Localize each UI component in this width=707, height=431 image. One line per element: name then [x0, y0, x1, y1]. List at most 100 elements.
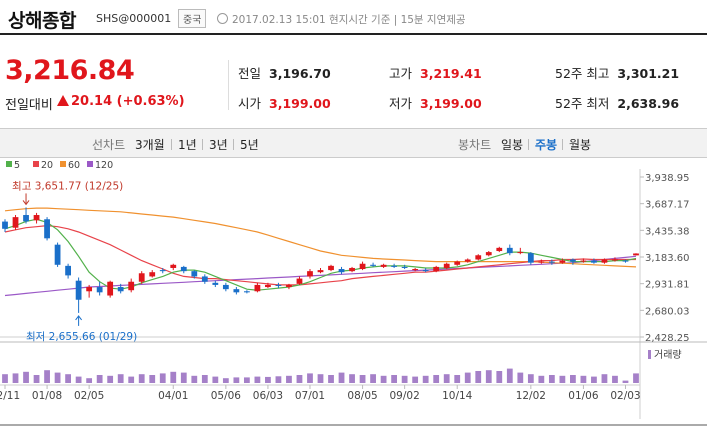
volume-bar	[149, 375, 156, 383]
candle-body	[359, 263, 366, 270]
volume-bar	[349, 374, 355, 383]
stat-divider	[228, 60, 229, 110]
volume-bar	[170, 371, 177, 383]
candle-body	[559, 260, 566, 263]
candle-body	[275, 284, 282, 286]
candle-body	[433, 266, 440, 272]
stat-label: 고가	[389, 66, 413, 81]
daily-candle-button[interactable]: 일봉	[501, 138, 524, 152]
change-value: 20.14 (+0.63%)	[57, 94, 185, 109]
candle-body	[286, 284, 292, 288]
x-tick-label: 05/06	[211, 390, 242, 402]
volume-bar	[443, 374, 450, 383]
candle-body	[317, 270, 324, 273]
ma5-line	[4, 218, 637, 291]
x-tick-label: 01/06	[568, 390, 599, 402]
weekly-candle-button[interactable]: 주봉	[535, 138, 558, 152]
candle-body	[580, 260, 587, 262]
toolbar-divider	[528, 139, 529, 150]
period-1y-button[interactable]: 1년	[178, 138, 197, 152]
volume-bar	[454, 375, 461, 383]
volume-bar	[496, 371, 503, 383]
chart-toolbar: 선차트 3개월 1년 3년 5년 봉차트 일봉 주봉 월봉	[0, 128, 707, 158]
ma60-line	[4, 207, 637, 268]
candle-body	[412, 269, 419, 271]
volume-bar	[580, 375, 587, 383]
stat-label: 52주 최고	[555, 66, 610, 81]
volume-bar	[222, 378, 229, 383]
stat-label: 전일	[238, 66, 262, 81]
volume-bar	[464, 372, 471, 383]
volume-bar	[128, 376, 135, 383]
volume-bar	[380, 375, 387, 383]
candle-body	[44, 219, 50, 239]
stat-52w-low: 52주 최저 2,638.96	[555, 93, 679, 112]
volume-bar	[54, 372, 61, 383]
candle-chart-label: 봉차트	[458, 138, 492, 152]
candle-body	[159, 270, 166, 272]
volume-bar	[12, 373, 19, 383]
candle-body	[222, 284, 229, 290]
candle-body	[443, 263, 450, 268]
candle-body	[601, 259, 608, 263]
price-tick-label: 2,428.25	[645, 333, 690, 344]
candle-body	[527, 253, 534, 263]
volume-bar	[401, 375, 408, 383]
x-tick-label: 10/14	[442, 390, 473, 402]
stat-value: 3,199.00	[269, 96, 331, 111]
candle-body	[454, 261, 461, 265]
candle-body	[243, 291, 250, 293]
price-tick-label: 3,687.17	[645, 200, 690, 211]
volume-bar	[359, 375, 366, 383]
candle-body	[75, 280, 82, 300]
volume-bar	[233, 377, 240, 383]
candle-body	[506, 247, 513, 254]
volume-label: 거래량	[654, 349, 682, 361]
x-tick-label: 07/01	[295, 390, 325, 402]
period-3y-button[interactable]: 3년	[209, 138, 228, 152]
volume-bar	[485, 370, 492, 383]
legend-swatch	[6, 161, 12, 167]
period-5y-button[interactable]: 5년	[240, 138, 259, 152]
volume-bar	[307, 373, 313, 383]
volume-bar	[191, 375, 198, 383]
candle-body	[422, 270, 429, 272]
volume-bar	[622, 380, 629, 383]
stat-low: 저가 3,199.00	[389, 93, 482, 112]
volume-bar	[265, 376, 271, 383]
low-arrow-icon	[75, 315, 83, 321]
volume-bar	[338, 372, 345, 383]
high-arrow-icon	[22, 200, 30, 206]
period-3m-button[interactable]: 3개월	[135, 138, 165, 152]
candle-body	[65, 265, 71, 276]
monthly-candle-button[interactable]: 월봉	[569, 138, 592, 152]
candle-body	[201, 276, 208, 282]
stat-label: 시가	[238, 96, 262, 111]
candle-body	[475, 255, 482, 260]
legend-label: 5	[14, 160, 20, 171]
volume-bar	[33, 375, 40, 383]
volume-bar	[559, 375, 566, 383]
x-tick-label: 12/11	[0, 390, 20, 402]
volume-bar	[243, 377, 250, 383]
volume-bar	[254, 376, 261, 383]
volume-bar	[570, 375, 576, 383]
stat-label: 저가	[389, 96, 413, 111]
volume-bar	[212, 376, 219, 383]
volume-bar	[370, 374, 376, 383]
price-tick-label: 2,680.03	[645, 306, 690, 317]
volume-bar	[107, 375, 114, 383]
candle-body	[464, 259, 471, 262]
volume-bar	[23, 371, 29, 383]
time-info: 2017.02.13 15:01 현지시간 기준 | 15분 지연제공	[217, 12, 466, 27]
change-value-text: 20.14 (+0.63%)	[71, 94, 185, 109]
volume-bar	[328, 375, 334, 383]
x-tick-label: 12/02	[516, 390, 546, 402]
volume-bar	[506, 368, 513, 383]
stat-52w-high: 52주 최고 3,301.21	[555, 63, 679, 82]
volume-bar	[548, 375, 555, 383]
line-chart-label: 선차트	[92, 138, 126, 152]
volume-bar	[412, 376, 419, 383]
volume-bar	[159, 373, 166, 383]
index-title: 상해종합	[8, 10, 76, 32]
